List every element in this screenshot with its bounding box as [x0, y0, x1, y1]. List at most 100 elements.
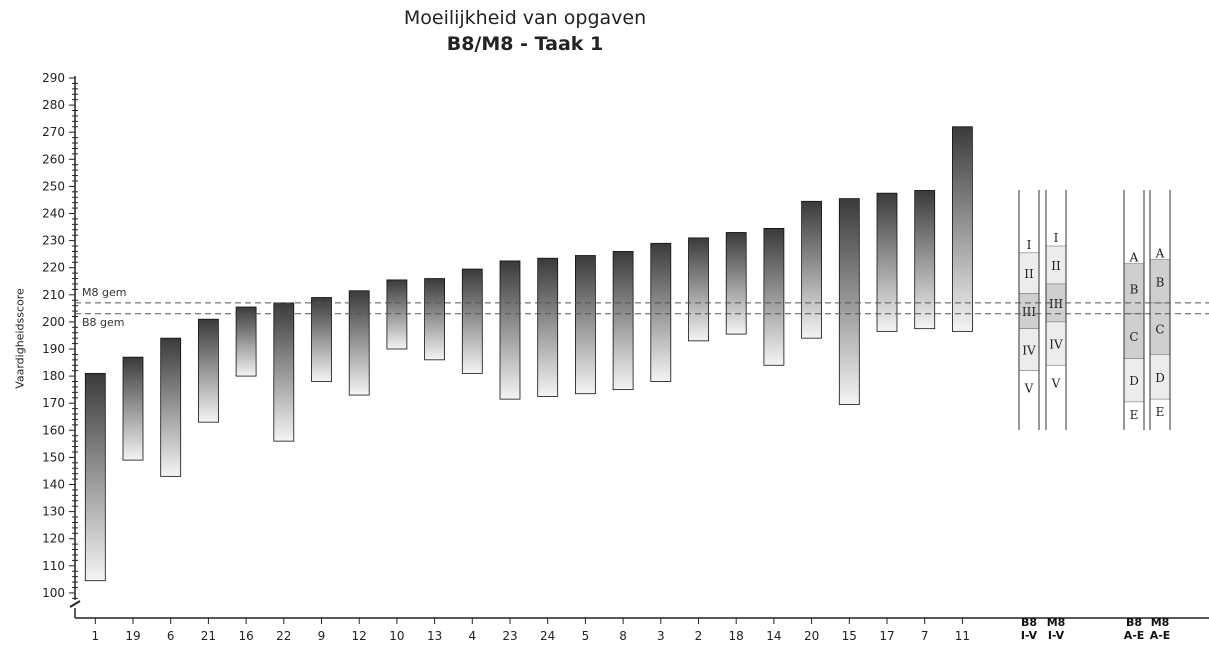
y-tick-label: 150 — [42, 450, 65, 464]
bar — [612, 251, 634, 391]
scale-band-label: E — [1156, 405, 1165, 419]
bar — [801, 200, 822, 339]
scale-label-bottom: A-E — [1124, 629, 1145, 642]
bar — [461, 268, 483, 374]
x-tick-label: 7 — [921, 629, 929, 643]
y-tick-label: 250 — [42, 179, 65, 193]
bar — [197, 318, 219, 423]
x-tick-label: 3 — [657, 629, 665, 643]
scale-band-label: III — [1022, 305, 1036, 319]
scale-band-label: IV — [1022, 344, 1036, 358]
bar — [424, 278, 446, 361]
y-tick-label: 160 — [42, 423, 65, 437]
chart-subtitle: B8/M8 - Taak 1 — [446, 33, 604, 55]
scale-label-top: M8 — [1151, 616, 1170, 629]
chart-title: Moeilijkheid van opgaven — [403, 7, 647, 29]
bar — [838, 198, 860, 405]
scale-band-label: II — [1024, 267, 1034, 281]
scale-band-label: V — [1051, 376, 1061, 390]
y-tick-label: 120 — [42, 532, 65, 546]
y-tick-label: 110 — [42, 559, 65, 573]
x-tick-label: 14 — [766, 629, 781, 643]
x-tick-label: 20 — [804, 629, 819, 643]
x-tick-label: 15 — [842, 629, 857, 643]
y-tick-label: 210 — [42, 288, 65, 302]
bar — [914, 190, 936, 330]
y-tick-label: 130 — [42, 505, 65, 519]
scale-band-label: A — [1129, 251, 1139, 265]
scale-band-label: IV — [1049, 338, 1063, 352]
scale-band-label: C — [1155, 323, 1164, 337]
scale-band-label: III — [1049, 297, 1063, 311]
x-tick-label: 5 — [582, 629, 590, 643]
scale-band-label: B — [1156, 275, 1165, 289]
x-tick-label: 21 — [201, 629, 216, 643]
reference-label-m8: M8 gem — [82, 286, 127, 299]
scale-band-label: I — [1027, 238, 1032, 252]
bar — [537, 257, 559, 397]
y-tick-label: 140 — [42, 478, 65, 492]
x-tick-label: 13 — [427, 629, 442, 643]
bar — [650, 242, 672, 382]
scale-label-top: B8 — [1021, 616, 1037, 629]
bar — [160, 337, 182, 477]
bar — [273, 302, 295, 442]
x-tick-label: 6 — [167, 629, 175, 643]
y-tick-label: 100 — [42, 586, 65, 600]
x-tick-label: 18 — [729, 629, 744, 643]
y-tick-label: 200 — [42, 315, 65, 329]
scale-band-label: A — [1155, 247, 1165, 261]
bar — [311, 297, 332, 382]
y-tick-label: 280 — [42, 98, 65, 112]
scale-band-label: E — [1130, 408, 1139, 422]
scale-band-label: B — [1130, 283, 1139, 297]
x-tick-label: 23 — [502, 629, 517, 643]
x-tick-label: 9 — [318, 629, 326, 643]
y-tick-label: 230 — [42, 234, 65, 248]
reference-label-b8: B8 gem — [82, 316, 125, 329]
y-tick-label: 220 — [42, 261, 65, 275]
scale-label-bottom: I-V — [1048, 629, 1065, 642]
x-tick-label: 8 — [619, 629, 627, 643]
bar — [348, 290, 370, 396]
x-tick-label: 4 — [468, 629, 476, 643]
bar — [763, 228, 785, 366]
scale-band-label: V — [1024, 382, 1034, 396]
x-tick-label: 1 — [91, 629, 99, 643]
y-tick-label: 290 — [42, 71, 65, 85]
scale-band-label: D — [1155, 371, 1165, 385]
y-tick-label: 180 — [42, 369, 65, 383]
y-tick-label: 170 — [42, 396, 65, 410]
x-tick-label: 24 — [540, 629, 555, 643]
scale-band-label: D — [1129, 374, 1139, 388]
bar — [84, 372, 106, 582]
x-tick-label: 17 — [879, 629, 894, 643]
scale-label-top: B8 — [1126, 616, 1142, 629]
bar — [235, 306, 257, 377]
scale-band-label: II — [1051, 259, 1061, 273]
x-tick-label: 16 — [238, 629, 253, 643]
bar — [725, 232, 747, 335]
y-tick-label: 240 — [42, 207, 65, 221]
scale-band-label: I — [1054, 231, 1059, 245]
scale-label-top: M8 — [1047, 616, 1066, 629]
bar — [688, 237, 709, 342]
bar — [122, 356, 144, 461]
bar — [499, 260, 521, 400]
bar — [876, 192, 898, 332]
bar — [386, 279, 408, 350]
x-tick-label: 11 — [955, 629, 970, 643]
scale-label-bottom: I-V — [1021, 629, 1038, 642]
y-tick-label: 260 — [42, 152, 65, 166]
y-tick-label: 190 — [42, 342, 65, 356]
bar — [952, 126, 973, 332]
x-tick-label: 2 — [695, 629, 703, 643]
x-tick-label: 22 — [276, 629, 291, 643]
scale-band-label: C — [1129, 330, 1138, 344]
y-tick-label: 270 — [42, 125, 65, 139]
scale-label-bottom: A-E — [1150, 629, 1171, 642]
x-tick-label: 19 — [125, 629, 140, 643]
x-tick-label: 10 — [389, 629, 404, 643]
axis-break — [69, 600, 81, 608]
